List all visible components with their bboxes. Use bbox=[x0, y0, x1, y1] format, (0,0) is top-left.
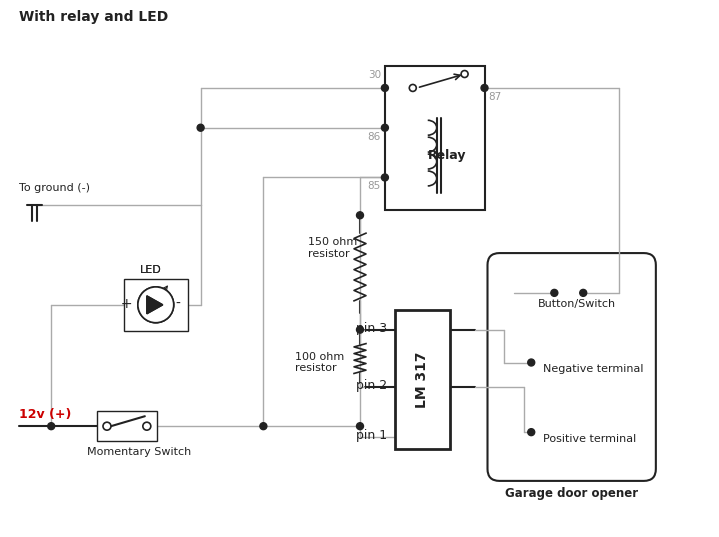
Polygon shape bbox=[147, 296, 162, 314]
Circle shape bbox=[357, 326, 364, 333]
Circle shape bbox=[381, 84, 388, 91]
Text: Garage door opener: Garage door opener bbox=[505, 487, 638, 500]
Circle shape bbox=[103, 422, 111, 430]
Circle shape bbox=[357, 212, 364, 219]
Circle shape bbox=[47, 423, 55, 430]
Circle shape bbox=[409, 84, 416, 91]
Circle shape bbox=[143, 422, 151, 430]
Circle shape bbox=[528, 429, 535, 436]
Text: To ground (-): To ground (-) bbox=[19, 184, 91, 193]
Bar bbox=[385, 66, 485, 211]
Circle shape bbox=[260, 423, 267, 430]
Bar bbox=[395, 310, 449, 449]
Text: LED: LED bbox=[140, 265, 162, 275]
Circle shape bbox=[528, 359, 535, 366]
Text: 85: 85 bbox=[367, 182, 381, 191]
Bar bbox=[124, 279, 188, 331]
Text: +: + bbox=[120, 297, 132, 311]
Text: 86: 86 bbox=[367, 132, 381, 142]
Text: 150 ohm
resistor: 150 ohm resistor bbox=[308, 237, 357, 259]
Text: LM 317: LM 317 bbox=[416, 351, 429, 408]
Text: 100 ohm
resistor: 100 ohm resistor bbox=[296, 352, 344, 373]
Text: With relay and LED: With relay and LED bbox=[19, 10, 168, 24]
Text: -: - bbox=[175, 297, 180, 311]
Circle shape bbox=[138, 287, 174, 323]
Text: 87: 87 bbox=[488, 92, 502, 102]
Circle shape bbox=[381, 124, 388, 131]
Text: 30: 30 bbox=[368, 70, 381, 80]
Text: Button/Switch: Button/Switch bbox=[538, 299, 615, 309]
Text: Negative terminal: Negative terminal bbox=[543, 365, 644, 374]
Circle shape bbox=[461, 70, 468, 77]
Bar bbox=[97, 411, 157, 441]
Text: pin 3: pin 3 bbox=[356, 322, 387, 335]
Text: Positive terminal: Positive terminal bbox=[543, 434, 636, 444]
Circle shape bbox=[197, 124, 204, 131]
Circle shape bbox=[551, 289, 558, 296]
Text: +: + bbox=[120, 297, 132, 311]
FancyBboxPatch shape bbox=[487, 253, 656, 481]
Circle shape bbox=[381, 174, 388, 181]
Circle shape bbox=[357, 423, 364, 430]
Text: Relay: Relay bbox=[427, 149, 466, 162]
Circle shape bbox=[481, 84, 488, 91]
Polygon shape bbox=[147, 296, 162, 314]
Text: -: - bbox=[175, 297, 180, 311]
Text: pin 2: pin 2 bbox=[356, 379, 387, 393]
Text: pin 1: pin 1 bbox=[356, 429, 387, 442]
Circle shape bbox=[138, 287, 174, 323]
Text: LED: LED bbox=[140, 265, 162, 275]
Circle shape bbox=[580, 289, 587, 296]
Text: 12v (+): 12v (+) bbox=[19, 408, 72, 421]
Text: Momentary Switch: Momentary Switch bbox=[87, 447, 191, 457]
